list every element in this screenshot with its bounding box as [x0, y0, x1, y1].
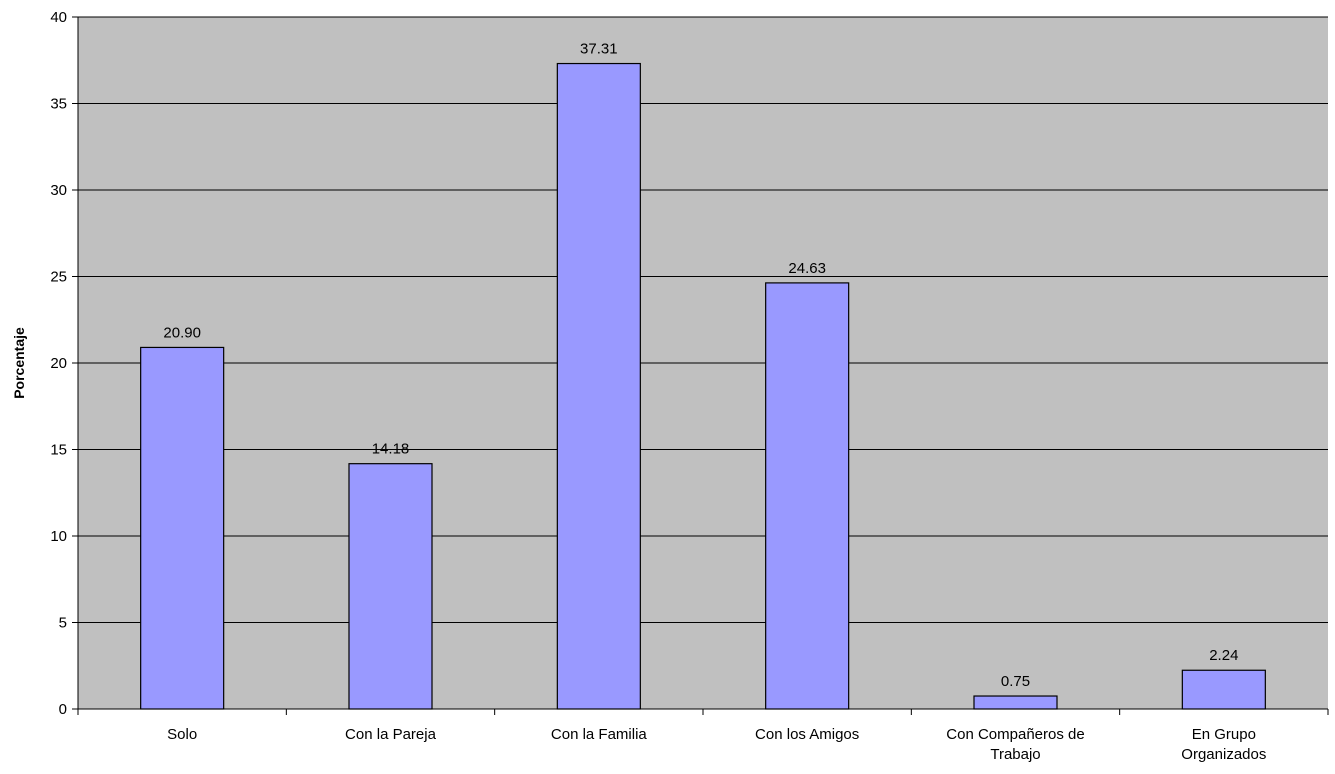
- bar: [556, 62, 641, 710]
- y-tick-label: 5: [59, 615, 67, 632]
- y-tick-label: 15: [50, 442, 67, 459]
- x-tick-label: Con la Pareja: [345, 726, 437, 743]
- x-tick-label-line: Con los Amigos: [755, 726, 859, 743]
- y-tick-label: 40: [50, 9, 67, 26]
- x-tick-label-line: Con Compañeros de: [946, 726, 1084, 743]
- gridlines: [78, 16, 1328, 623]
- data-label: 14.18: [372, 441, 410, 458]
- labels: 0 5 10 15 20 25 30 35 40 20.90 Solo 14.18 Con la Par…: [50, 9, 1266, 763]
- data-label: 2.24: [1209, 647, 1238, 664]
- bar: [973, 695, 1058, 710]
- x-tick-label-line: Trabajo: [990, 746, 1040, 763]
- x-tick-label: Con los Amigos: [755, 726, 859, 743]
- axes: [72, 16, 1329, 715]
- y-tick-label: 35: [50, 96, 67, 113]
- bars: [140, 62, 1266, 710]
- bar: [765, 282, 850, 710]
- y-tick-label: 10: [50, 528, 67, 545]
- data-label: 37.31: [580, 41, 618, 58]
- x-tick-label-line: Con la Pareja: [345, 726, 437, 743]
- data-label: 20.90: [163, 324, 201, 341]
- y-axis-title: Porcentaje: [11, 327, 27, 399]
- x-tick-label-line: Organizados: [1181, 746, 1266, 763]
- x-tick-label-line: Solo: [167, 726, 197, 743]
- bar: [348, 463, 433, 710]
- data-label: 0.75: [1001, 673, 1030, 690]
- y-tick-label: 0: [59, 701, 67, 718]
- bar: [1181, 669, 1266, 710]
- data-label: 24.63: [788, 260, 826, 277]
- y-tick-label: 20: [50, 355, 67, 372]
- bar: [140, 346, 225, 710]
- x-tick-label: Con la Familia: [551, 726, 648, 743]
- x-tick-label: En Grupo Organizados: [1181, 726, 1266, 763]
- x-tick-label-line: Con la Familia: [551, 726, 648, 743]
- y-tick-label: 25: [50, 269, 67, 286]
- y-tick-label: 30: [50, 182, 67, 199]
- x-tick-label: Con Compañeros de Trabajo: [946, 726, 1084, 763]
- x-tick-label-line: En Grupo: [1192, 726, 1256, 743]
- x-tick-label: Solo: [167, 726, 197, 743]
